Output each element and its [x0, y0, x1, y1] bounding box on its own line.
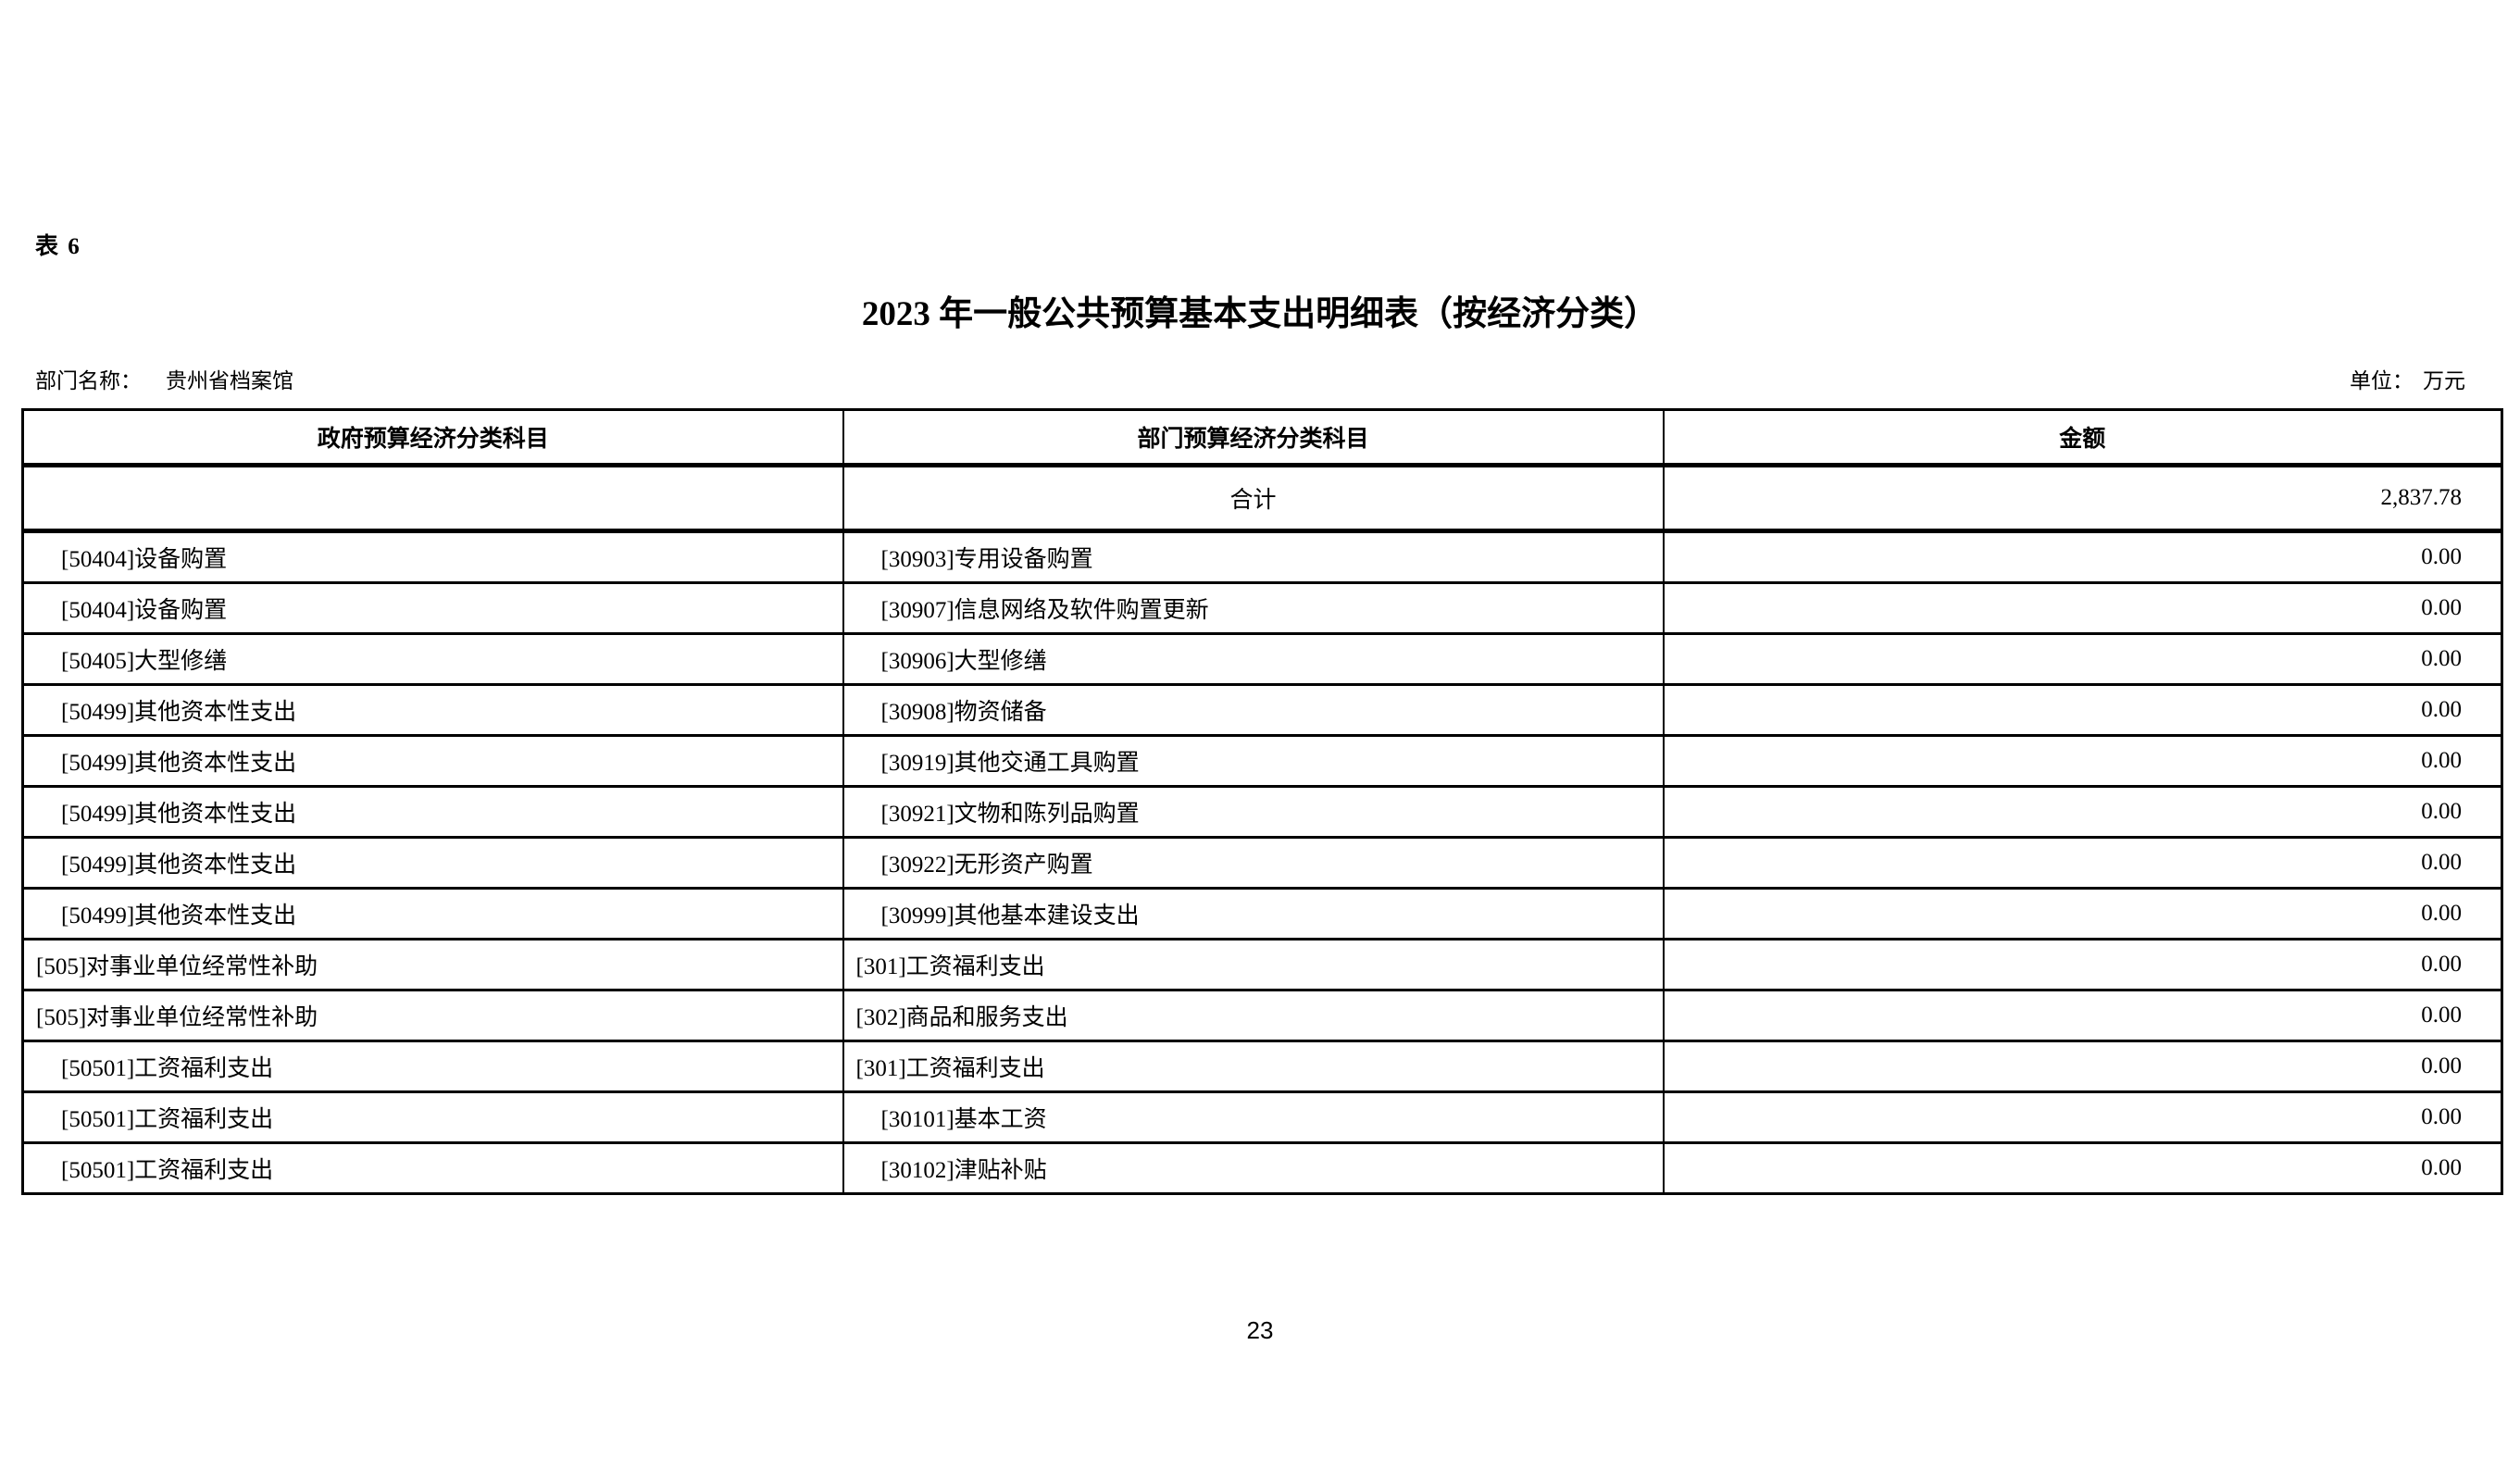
page-title: 2023 年一般公共预算基本支出明细表（按经济分类） [861, 295, 1659, 333]
amount-cell: 0.00 [1662, 1090, 2503, 1144]
table-row: [50499]其他资本性支出 [30922]无形资产购置 0.00 [21, 836, 2503, 890]
column-header-gov-category: 政府预算经济分类科目 [21, 408, 844, 467]
department-value: 贵州省档案馆 [166, 369, 293, 392]
department-label: 部门名称： [35, 369, 142, 392]
table-number: 表 6 [35, 234, 81, 259]
gov-category-cell: [50499]其他资本性支出 [21, 887, 844, 941]
dept-category-cell: [301]工资福利支出 [842, 1040, 1665, 1093]
dept-category-cell: [30919]其他交通工具购置 [842, 734, 1665, 788]
gov-category-cell: [50404]设备购置 [21, 581, 844, 635]
total-row: 合计 2,837.78 [21, 464, 2503, 533]
table-row: [50501]工资福利支出 [301]工资福利支出 0.00 [21, 1040, 2503, 1093]
dept-category-cell: [30906]大型修缮 [842, 632, 1665, 686]
meta-row: 部门名称： 贵州省档案馆 单位： 万元 [35, 363, 2465, 394]
table-row: [505]对事业单位经常性补助 [301]工资福利支出 0.00 [21, 938, 2503, 991]
amount-cell: 0.00 [1662, 989, 2503, 1042]
amount-cell: 0.00 [1662, 529, 2503, 584]
gov-category-cell: [50499]其他资本性支出 [21, 785, 844, 839]
gov-category-cell: [50404]设备购置 [21, 529, 844, 584]
gov-category-cell: [50501]工资福利支出 [21, 1040, 844, 1093]
dept-category-cell: [30101]基本工资 [842, 1090, 1665, 1144]
table-row: [50499]其他资本性支出 [30999]其他基本建设支出 0.00 [21, 887, 2503, 941]
gov-category-cell: [50499]其他资本性支出 [21, 836, 844, 890]
dept-category-cell: [30102]津贴补贴 [842, 1141, 1665, 1195]
unit-label: 单位： [2350, 369, 2414, 392]
table-row: [50405]大型修缮 [30906]大型修缮 0.00 [21, 632, 2503, 686]
amount-cell: 0.00 [1662, 785, 2503, 839]
unit-value: 万元 [2423, 369, 2465, 392]
column-header-dept-category: 部门预算经济分类科目 [842, 408, 1665, 467]
table-row: [50501]工资福利支出 [30102]津贴补贴 0.00 [21, 1141, 2503, 1195]
amount-cell: 0.00 [1662, 1040, 2503, 1093]
table-row: [50499]其他资本性支出 [30919]其他交通工具购置 0.00 [21, 734, 2503, 788]
header-row: 政府预算经济分类科目 部门预算经济分类科目 金额 [21, 408, 2503, 467]
gov-category-cell: [505]对事业单位经常性补助 [21, 989, 844, 1042]
dept-category-cell: [30903]专用设备购置 [842, 529, 1665, 584]
department-name: 部门名称： 贵州省档案馆 [35, 363, 293, 394]
gov-category-cell: [50501]工资福利支出 [21, 1090, 844, 1144]
table-row: [50404]设备购置 [30903]专用设备购置 0.00 [21, 529, 2503, 584]
total-amount-cell: 2,837.78 [1662, 464, 2503, 533]
table-header: 政府预算经济分类科目 部门预算经济分类科目 金额 [21, 408, 2503, 467]
table-row: [50499]其他资本性支出 [30908]物资储备 0.00 [21, 683, 2503, 737]
page-number: 23 [1246, 1316, 1274, 1344]
table-row: [50499]其他资本性支出 [30921]文物和陈列品购置 0.00 [21, 785, 2503, 839]
amount-cell: 0.00 [1662, 1141, 2503, 1195]
dept-category-cell: [30921]文物和陈列品购置 [842, 785, 1665, 839]
dept-category-cell: [30908]物资储备 [842, 683, 1665, 737]
gov-category-cell: [50499]其他资本性支出 [21, 683, 844, 737]
gov-category-cell: [50405]大型修缮 [21, 632, 844, 686]
dept-category-cell: [30907]信息网络及软件购置更新 [842, 581, 1665, 635]
amount-cell: 0.00 [1662, 938, 2503, 991]
unit-note: 单位： 万元 [2350, 363, 2465, 394]
amount-cell: 0.00 [1662, 581, 2503, 635]
table-body: 合计 2,837.78 [50404]设备购置 [30903]专用设备购置 0.… [21, 464, 2503, 1195]
dept-category-cell: [30999]其他基本建设支出 [842, 887, 1665, 941]
gov-category-cell: [50501]工资福利支出 [21, 1141, 844, 1195]
amount-cell: 0.00 [1662, 632, 2503, 686]
total-label-cell: 合计 [842, 464, 1665, 533]
gov-category-cell: [505]对事业单位经常性补助 [21, 938, 844, 991]
amount-cell: 0.00 [1662, 887, 2503, 941]
table-row: [50404]设备购置 [30907]信息网络及软件购置更新 0.00 [21, 581, 2503, 635]
table-row: [50501]工资福利支出 [30101]基本工资 0.00 [21, 1090, 2503, 1144]
budget-table: 政府预算经济分类科目 部门预算经济分类科目 金额 合计 2,837.78 [50… [21, 408, 2503, 1195]
amount-cell: 0.00 [1662, 734, 2503, 788]
table-row: [505]对事业单位经常性补助 [302]商品和服务支出 0.00 [21, 989, 2503, 1042]
column-header-amount: 金额 [1662, 408, 2503, 467]
amount-cell: 0.00 [1662, 836, 2503, 890]
total-gov-cell-empty [21, 464, 844, 533]
gov-category-cell: [50499]其他资本性支出 [21, 734, 844, 788]
dept-category-cell: [30922]无形资产购置 [842, 836, 1665, 890]
dept-category-cell: [302]商品和服务支出 [842, 989, 1665, 1042]
dept-category-cell: [301]工资福利支出 [842, 938, 1665, 991]
amount-cell: 0.00 [1662, 683, 2503, 737]
